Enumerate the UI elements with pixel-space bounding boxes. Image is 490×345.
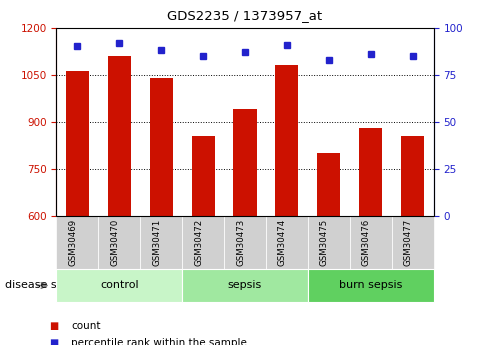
Text: GSM30472: GSM30472: [194, 219, 203, 266]
Text: GSM30477: GSM30477: [404, 219, 413, 266]
Bar: [401, 136, 424, 216]
Text: disease state: disease state: [5, 280, 79, 290]
Text: GSM30476: GSM30476: [362, 219, 371, 266]
Bar: [318, 153, 341, 216]
Text: count: count: [71, 321, 100, 331]
Bar: [108, 56, 131, 216]
Bar: [66, 71, 89, 216]
Bar: [192, 136, 215, 216]
Text: sepsis: sepsis: [228, 280, 262, 290]
Text: percentile rank within the sample: percentile rank within the sample: [71, 338, 247, 345]
Text: burn sepsis: burn sepsis: [339, 280, 402, 290]
Bar: [359, 128, 382, 216]
Text: GSM30473: GSM30473: [236, 219, 245, 266]
Text: GSM30475: GSM30475: [320, 219, 329, 266]
Text: GSM30471: GSM30471: [152, 219, 161, 266]
Text: GSM30470: GSM30470: [110, 219, 119, 266]
Text: GDS2235 / 1373957_at: GDS2235 / 1373957_at: [168, 9, 322, 22]
Text: GSM30469: GSM30469: [68, 219, 77, 266]
Bar: [233, 109, 257, 216]
Bar: [149, 78, 172, 216]
Text: control: control: [100, 280, 139, 290]
Bar: [275, 65, 298, 216]
Text: ■: ■: [49, 338, 58, 345]
Text: ■: ■: [49, 321, 58, 331]
Text: GSM30474: GSM30474: [278, 219, 287, 266]
